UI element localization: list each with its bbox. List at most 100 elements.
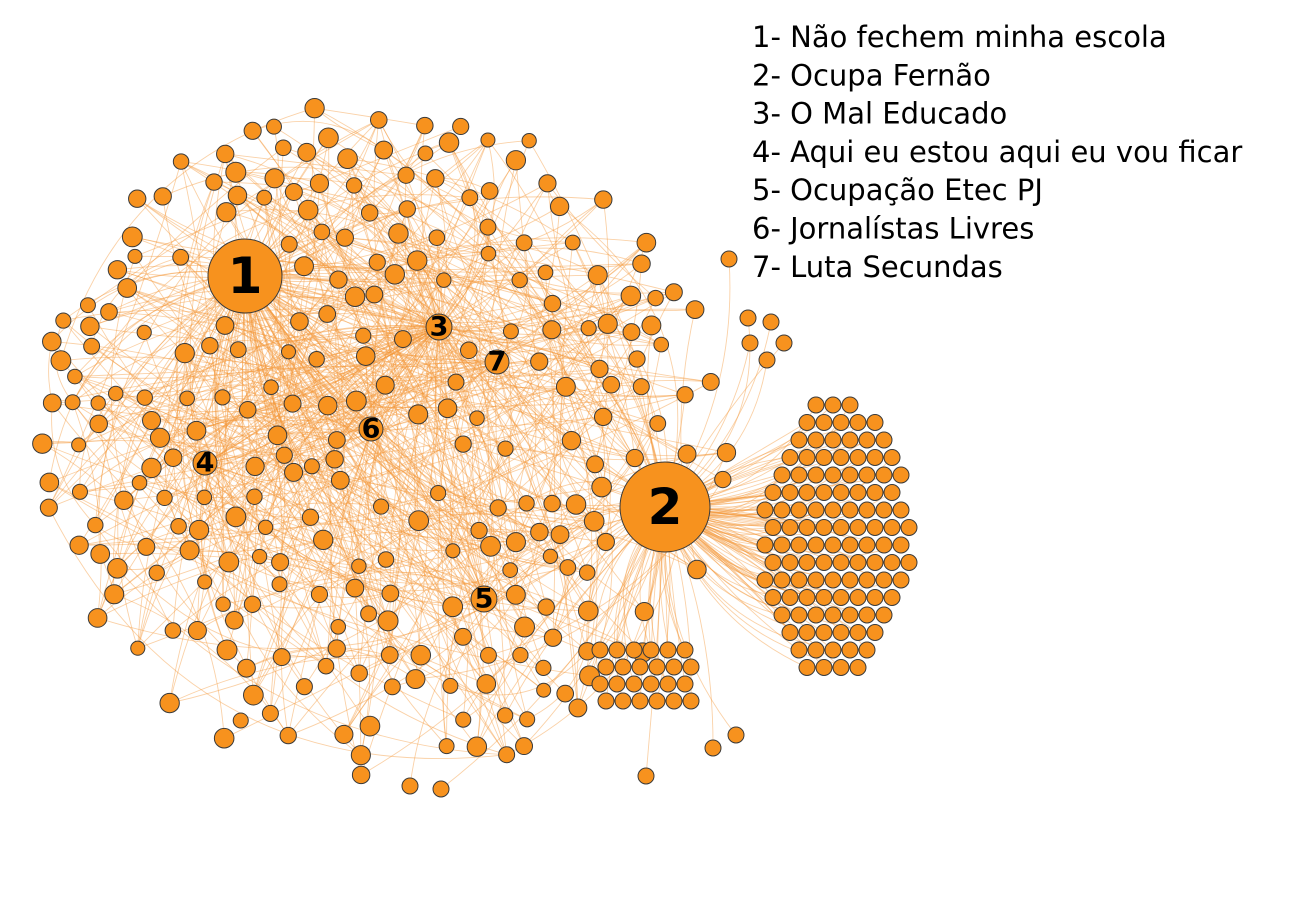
edge	[402, 327, 589, 345]
node	[634, 601, 654, 622]
edge	[321, 231, 376, 430]
edge	[306, 151, 440, 328]
node	[225, 506, 247, 528]
edge	[462, 636, 508, 755]
node	[216, 202, 237, 223]
node	[502, 323, 519, 340]
edge	[307, 209, 439, 494]
node	[284, 462, 304, 482]
edge	[113, 326, 440, 595]
edge	[416, 260, 485, 600]
edge	[293, 471, 485, 600]
node	[369, 111, 388, 129]
edge	[515, 160, 553, 504]
node	[832, 659, 850, 676]
node	[591, 476, 612, 498]
edge	[169, 384, 612, 704]
edge	[247, 409, 491, 547]
edge	[243, 275, 320, 595]
node	[318, 127, 339, 149]
edge	[244, 275, 588, 574]
node	[790, 536, 808, 554]
edge	[292, 237, 437, 404]
edge	[115, 393, 485, 600]
node	[196, 489, 213, 506]
edge	[233, 326, 440, 621]
node	[295, 678, 313, 696]
node	[128, 189, 147, 208]
edge	[123, 432, 337, 501]
node	[137, 537, 156, 556]
node	[325, 450, 344, 469]
node	[832, 484, 850, 501]
node	[647, 289, 664, 307]
node	[327, 431, 346, 449]
node	[790, 641, 808, 659]
edge	[146, 539, 324, 553]
node	[188, 519, 210, 541]
edge	[222, 336, 404, 398]
node	[537, 598, 555, 616]
node	[824, 641, 842, 659]
node	[790, 431, 808, 449]
edge	[244, 182, 548, 277]
node	[388, 223, 409, 244]
edge	[226, 211, 364, 336]
edge	[368, 326, 440, 621]
node	[229, 341, 247, 359]
node	[578, 564, 596, 581]
edge	[48, 275, 246, 509]
edge	[358, 279, 445, 567]
edge	[204, 453, 335, 464]
node	[375, 375, 395, 395]
edge	[404, 175, 545, 691]
edge	[270, 279, 339, 388]
edge	[233, 496, 255, 621]
edge	[288, 243, 480, 531]
node	[900, 519, 918, 536]
node	[497, 440, 514, 457]
edge	[244, 275, 607, 543]
edge	[252, 326, 440, 696]
edge	[97, 402, 491, 547]
edge	[438, 142, 476, 328]
edge	[293, 191, 440, 328]
edge	[365, 356, 420, 521]
node	[775, 334, 793, 352]
edge	[113, 160, 517, 595]
node	[550, 525, 570, 544]
node	[815, 554, 833, 571]
edge	[358, 440, 572, 567]
node	[798, 659, 816, 676]
node	[858, 606, 876, 624]
edge	[328, 137, 553, 331]
node	[841, 571, 859, 589]
node	[313, 223, 331, 241]
node	[875, 501, 893, 519]
node	[279, 726, 297, 745]
edge	[438, 242, 573, 328]
node	[543, 628, 563, 647]
node	[179, 540, 200, 561]
edge	[204, 386, 566, 464]
edge	[370, 261, 398, 430]
labeled-node	[358, 416, 384, 442]
node	[875, 606, 893, 624]
edge	[288, 351, 525, 628]
node	[136, 324, 152, 341]
node	[131, 474, 148, 491]
edge	[281, 326, 440, 658]
edge	[189, 153, 226, 498]
node	[141, 457, 162, 479]
node	[334, 724, 354, 744]
edge	[344, 174, 407, 238]
edge	[126, 287, 525, 747]
edge	[299, 321, 489, 656]
node	[648, 658, 666, 676]
node	[815, 589, 833, 606]
edge	[225, 153, 407, 176]
edge	[224, 325, 372, 430]
edge	[273, 126, 603, 488]
node	[597, 692, 615, 710]
edge	[438, 326, 642, 388]
